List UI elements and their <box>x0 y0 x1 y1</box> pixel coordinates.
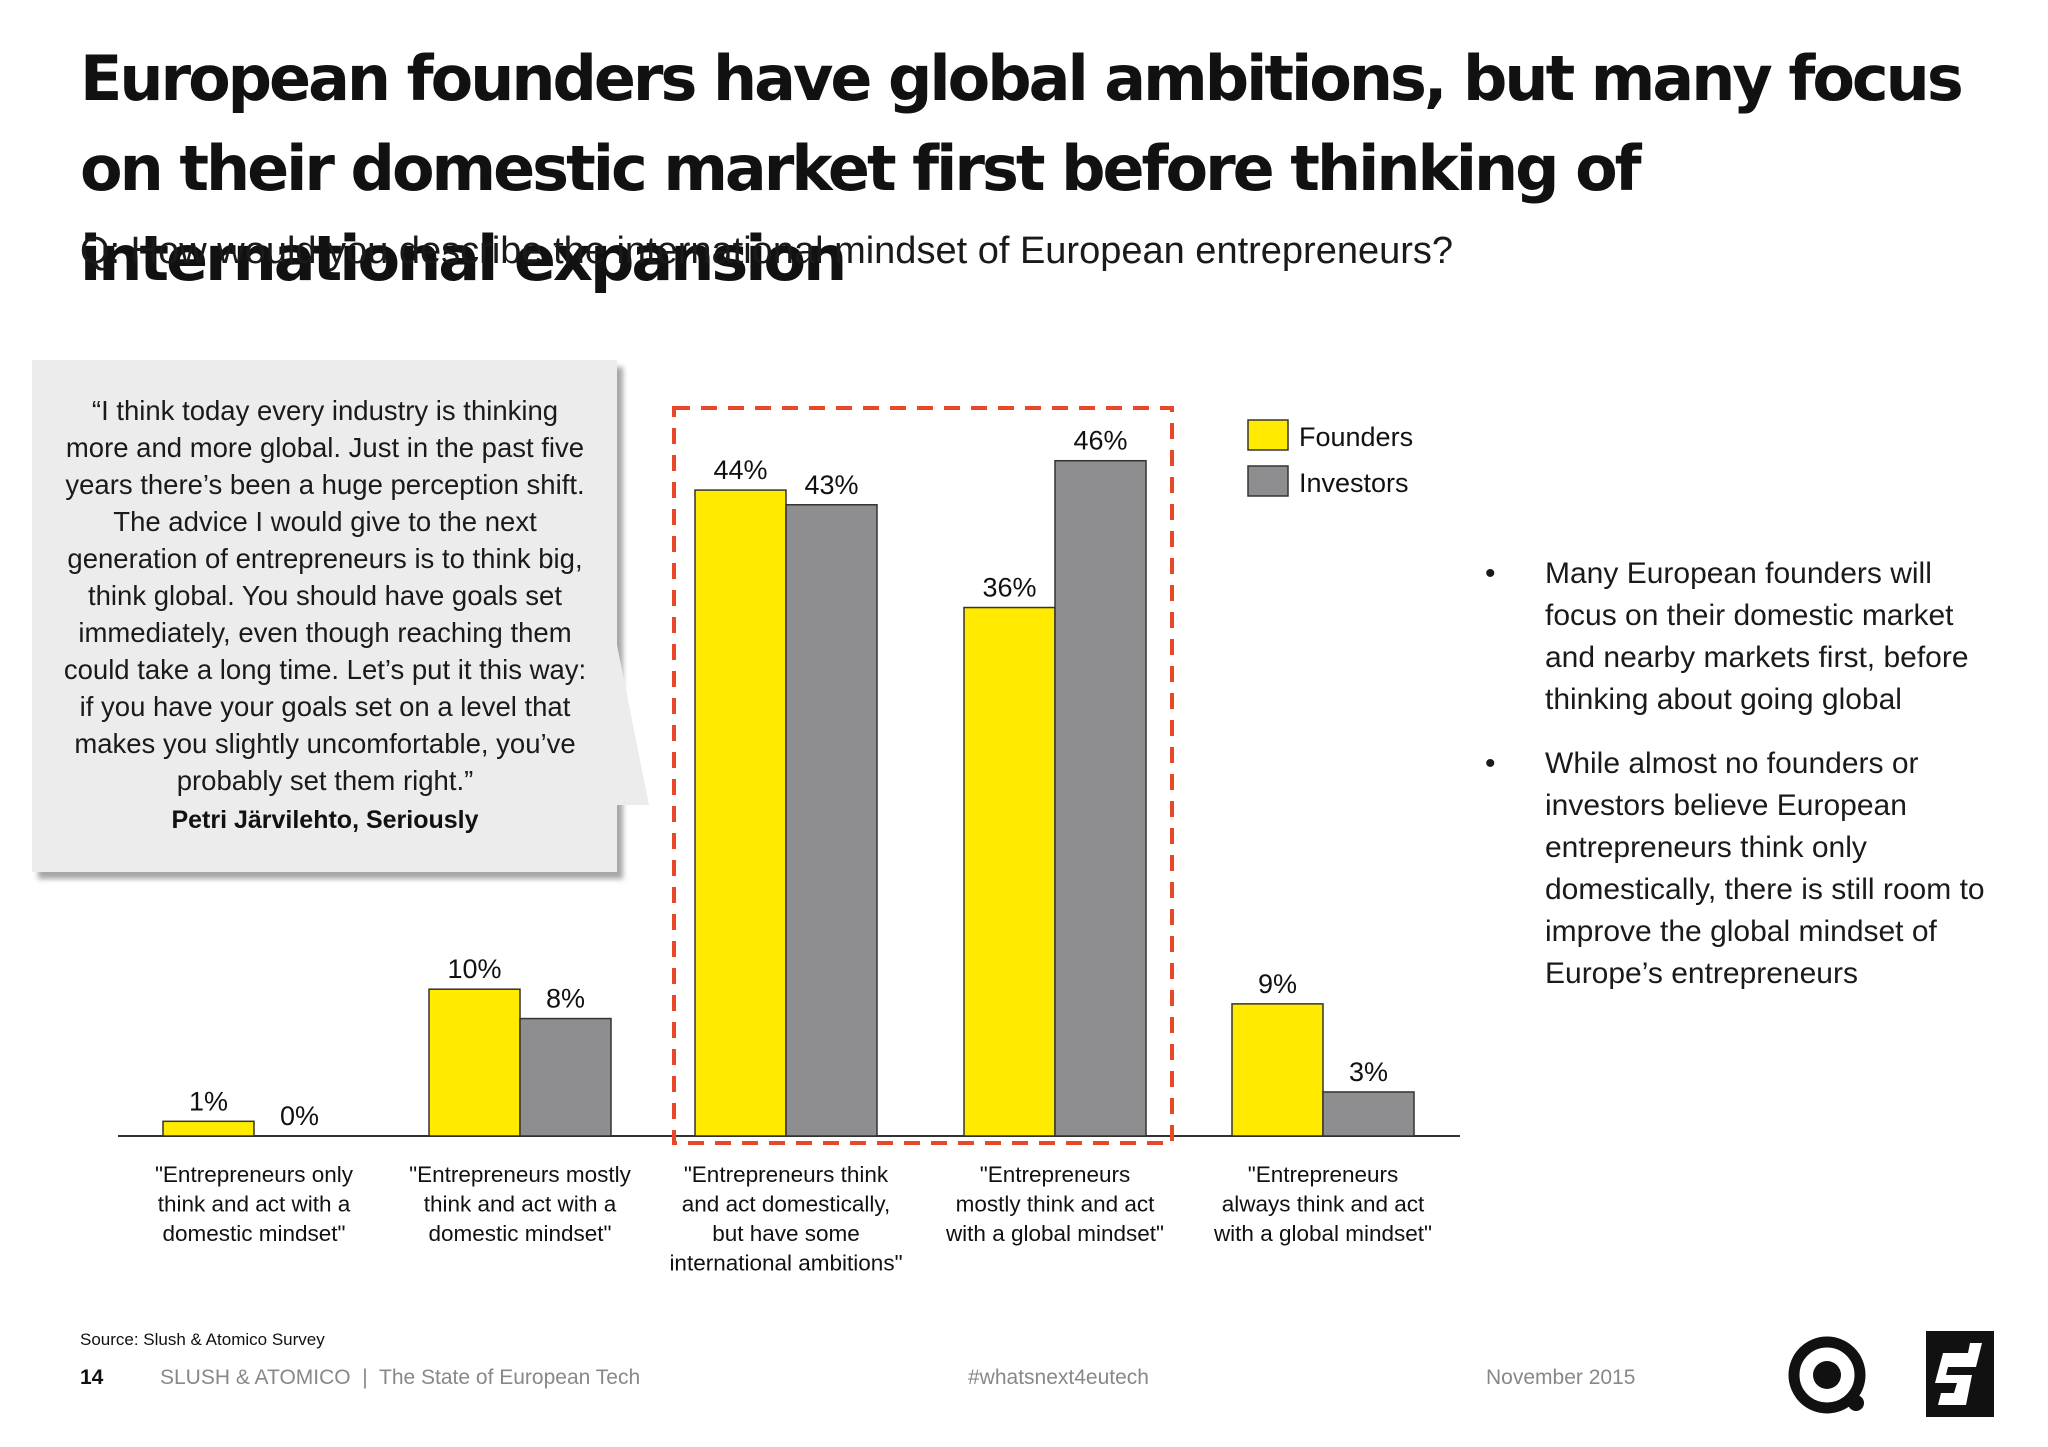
founders-bar <box>162 1120 255 1137</box>
data-label: 8% <box>546 984 585 1014</box>
legend-label: Investors <box>1299 468 1409 498</box>
quote-author: Petri Järvilehto, Seriously <box>171 806 479 834</box>
category-label: think and act with a <box>158 1192 351 1217</box>
category-label: "Entrepreneurs <box>980 1162 1131 1187</box>
data-label: 1% <box>189 1086 228 1116</box>
footer-hashtag: #whatsnext4eutech <box>968 1366 1149 1389</box>
bullet-text: While almost no founders or investors be… <box>1545 747 1985 990</box>
page-number: 14 <box>80 1366 104 1389</box>
founders-bar <box>963 606 1056 1137</box>
data-label: 36% <box>982 573 1036 603</box>
founders-bar <box>428 988 521 1137</box>
bullet-icon: • <box>1485 557 1496 590</box>
quote-text: “I think today every industry is thinkin… <box>63 395 587 796</box>
category-label: think and act with a <box>424 1192 617 1217</box>
bullet-item: • Many European founders will focus on t… <box>1485 553 2005 721</box>
investors-legend-swatch <box>1247 465 1289 497</box>
page-title: European founders have global ambitions,… <box>80 42 1964 295</box>
category-label: "Entrepreneurs mostly <box>409 1162 632 1187</box>
source-note: Source: Slush & Atomico Survey <box>80 1330 325 1349</box>
category-label: "Entrepreneurs only <box>155 1162 354 1187</box>
founders-bar <box>694 489 787 1137</box>
category-label: "Entrepreneurs think <box>684 1162 889 1187</box>
category-label: "Entrepreneurs <box>1248 1162 1399 1187</box>
investors-bar <box>785 504 878 1137</box>
atomico-logo <box>1788 1336 1866 1414</box>
category-label: mostly think and act <box>956 1192 1156 1217</box>
data-label: 10% <box>447 954 501 984</box>
footer-date: November 2015 <box>1486 1366 1636 1389</box>
legend-label: Founders <box>1299 422 1413 452</box>
bullet-item: • While almost no founders or investors … <box>1485 743 2005 995</box>
investors-bar <box>1054 459 1147 1137</box>
highlight-box <box>672 406 1174 1145</box>
founders-legend-swatch <box>1247 419 1289 451</box>
category-label: domestic mindset" <box>162 1221 345 1246</box>
quote-callout <box>32 360 617 872</box>
survey-question: Q: How would you describe the internatio… <box>80 230 1454 272</box>
investors-bar <box>1322 1091 1415 1137</box>
bullet-text: Many European founders will focus on the… <box>1545 557 1969 716</box>
founders-bar <box>1231 1003 1324 1137</box>
data-label: 3% <box>1349 1057 1388 1087</box>
data-label: 9% <box>1258 969 1297 999</box>
data-label: 43% <box>804 470 858 500</box>
category-label: and act domestically, <box>682 1192 890 1217</box>
data-label: 44% <box>713 455 767 485</box>
category-label: with a global mindset" <box>1213 1221 1432 1246</box>
investors-bar <box>519 1017 612 1137</box>
key-takeaways: • Many European founders will focus on t… <box>1485 553 2005 1017</box>
category-label: with a global mindset" <box>945 1221 1164 1246</box>
data-label: 0% <box>280 1101 319 1131</box>
category-label: always think and act <box>1222 1192 1425 1217</box>
data-label: 46% <box>1073 426 1127 456</box>
slush-logo <box>1926 1331 1994 1417</box>
category-label: international ambitions" <box>669 1251 902 1276</box>
footer-brand: SLUSH & ATOMICO | The State of European … <box>160 1366 641 1389</box>
category-label: but have some <box>712 1221 860 1246</box>
category-label: domestic mindset" <box>428 1221 611 1246</box>
bullet-icon: • <box>1485 747 1496 780</box>
